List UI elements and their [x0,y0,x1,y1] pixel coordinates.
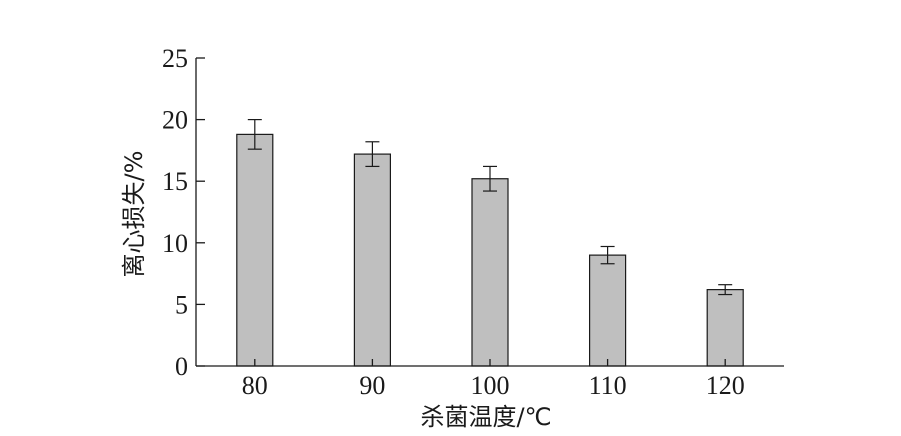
x-tick-label: 80 [242,371,268,400]
x-axis-ticks: 80 90 100 110 120 [242,359,745,400]
y-tick-label: 10 [162,229,188,258]
x-tick-label: 120 [706,371,745,400]
error-bar-80 [247,118,262,150]
y-axis-title: 离心损失/% [120,151,148,278]
x-tick-label: 90 [359,371,385,400]
bar-120 [706,289,744,367]
y-tick-label: 0 [175,352,188,381]
error-bar-90 [365,141,380,168]
bar-100 [471,178,509,367]
error-bar-120 [718,284,733,296]
y-axis-ticks: 0 5 10 15 20 25 [162,44,205,381]
error-bar-100 [483,165,497,192]
bar-80 [236,133,274,367]
y-tick-label: 20 [162,106,188,135]
x-tick-label: 110 [589,371,627,400]
bar-110 [588,254,627,367]
error-bar-110 [600,245,615,265]
x-tick-label: 100 [471,371,510,400]
y-tick-label: 5 [175,290,188,319]
x-axis-title: 杀菌温度/℃ [420,403,551,431]
bar-90 [353,153,391,367]
y-tick-label: 25 [162,44,188,73]
bars [236,118,744,367]
y-tick-label: 15 [162,167,188,196]
